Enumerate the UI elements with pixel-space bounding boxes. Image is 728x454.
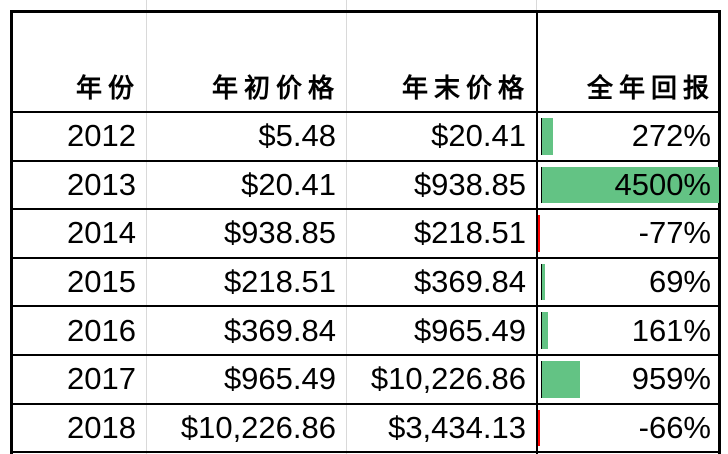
cell-year[interactable]: 2018 — [67, 409, 136, 445]
cell-start-price[interactable]: $218.51 — [223, 264, 336, 300]
cell-start-price[interactable]: $369.84 — [223, 312, 336, 348]
cell-year[interactable]: 2016 — [67, 312, 136, 348]
row-divider — [10, 305, 721, 308]
grid-line — [146, 0, 147, 454]
cell-end-price[interactable]: $10,226.86 — [370, 361, 526, 397]
row-divider — [10, 159, 721, 162]
return-data-bar — [538, 215, 540, 252]
header-start-price[interactable]: 年初价格 — [211, 72, 340, 103]
row-divider — [10, 402, 721, 405]
table-row: 2015 $218.51 $369.84 69% — [0, 258, 728, 307]
annual-return-value: -66% — [638, 409, 711, 445]
table-row: 2018 $10,226.86 $3,434.13 -66% — [0, 404, 728, 453]
annual-return-value: 959% — [631, 361, 711, 397]
annual-return-value: 161% — [631, 312, 711, 348]
row-divider — [10, 451, 721, 454]
header-year[interactable]: 年份 — [75, 72, 140, 103]
cell-annual-return[interactable]: 69% — [538, 258, 721, 307]
cell-end-price[interactable]: $369.84 — [413, 264, 526, 300]
cell-annual-return[interactable]: -77% — [538, 209, 721, 258]
cell-start-price[interactable]: $10,226.86 — [180, 409, 336, 445]
row-divider — [10, 354, 721, 356]
cell-annual-return[interactable]: 272% — [538, 112, 721, 161]
row-divider — [10, 256, 721, 259]
cell-start-price[interactable]: $938.85 — [223, 215, 336, 251]
cell-year[interactable]: 2012 — [67, 118, 136, 154]
annual-return-value: 4500% — [614, 166, 711, 202]
annual-return-value: -77% — [638, 215, 711, 251]
cell-annual-return[interactable]: 4500% — [538, 161, 721, 210]
header-row: 年份 年初价格 年末价格 全年回报 — [0, 60, 728, 112]
return-data-bar — [538, 409, 540, 447]
cell-year[interactable]: 2015 — [67, 264, 136, 300]
cell-start-price[interactable]: $5.48 — [258, 118, 336, 154]
cell-annual-return[interactable]: -66% — [538, 404, 721, 453]
annual-return-value: 69% — [648, 264, 711, 300]
cell-start-price[interactable]: $965.49 — [223, 361, 336, 397]
cell-year[interactable]: 2017 — [67, 361, 136, 397]
return-data-bar — [541, 263, 545, 301]
table-row: 2013 $20.41 $938.85 4500% — [0, 161, 728, 210]
header-divider — [10, 111, 721, 113]
cell-annual-return[interactable]: 959% — [538, 355, 721, 404]
cell-annual-return[interactable]: 161% — [538, 306, 721, 355]
cell-year[interactable]: 2013 — [67, 166, 136, 202]
column-separator — [536, 10, 538, 454]
annual-return-value: 272% — [631, 118, 711, 154]
table-row: 2012 $5.48 $20.41 272% — [0, 112, 728, 161]
table-row: 2016 $369.84 $965.49 161% — [0, 306, 728, 355]
return-data-bar — [541, 166, 719, 204]
header-end-price[interactable]: 年末价格 — [401, 72, 530, 103]
cell-end-price[interactable]: $3,434.13 — [388, 409, 526, 445]
cell-end-price[interactable]: $20.41 — [431, 118, 526, 154]
table-row: 2017 $965.49 $10,226.86 959% — [0, 355, 728, 404]
return-data-bar — [541, 361, 580, 398]
cell-start-price[interactable]: $20.41 — [241, 166, 336, 202]
header-annual-return[interactable]: 全年回报 — [586, 72, 715, 103]
grid-line — [346, 0, 347, 454]
table-border — [10, 10, 721, 454]
cell-year[interactable]: 2014 — [67, 215, 136, 251]
return-data-bar — [541, 118, 553, 155]
table-row: 2014 $938.85 $218.51 -77% — [0, 209, 728, 258]
row-divider — [10, 208, 721, 211]
return-data-bar — [541, 312, 549, 349]
cell-end-price[interactable]: $965.49 — [413, 312, 526, 348]
cell-end-price[interactable]: $938.85 — [413, 166, 526, 202]
cell-end-price[interactable]: $218.51 — [413, 215, 526, 251]
